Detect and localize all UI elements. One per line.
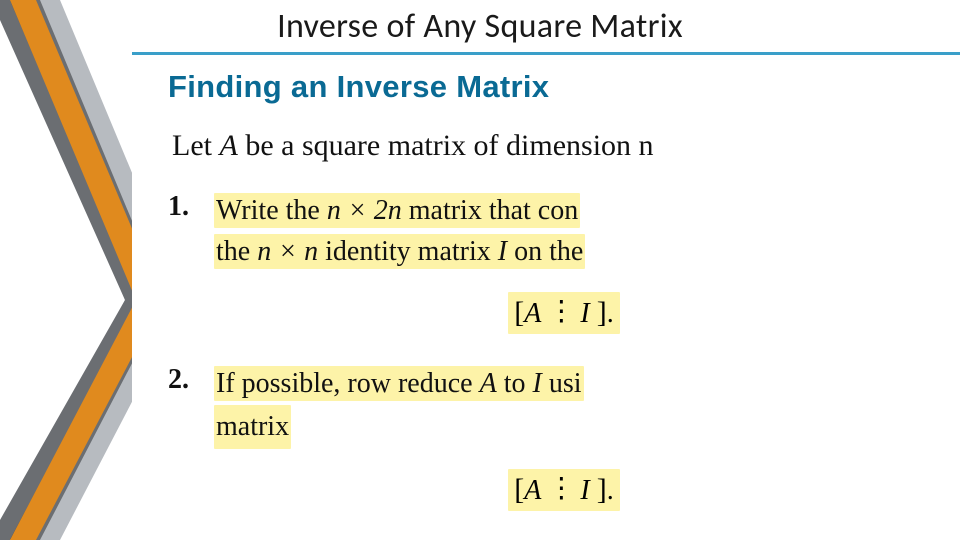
step-1: 1. Write the n × 2n matrix that con the … — [214, 191, 960, 334]
step-1-text: Write the n × 2n matrix that con the n ×… — [214, 191, 960, 272]
step-1-line1: Write the n × 2n matrix that con — [214, 193, 580, 228]
step-2-equation: [A⋮I ]. — [168, 469, 960, 511]
step-1-number: 1. — [168, 191, 189, 223]
lead-prefix: Let — [172, 129, 219, 162]
slide: Inverse of Any Square Matrix Finding an … — [0, 0, 960, 540]
step-2-line2: matrix — [214, 405, 291, 450]
lead-sentence: Let A be a square matrix of dimension n — [172, 129, 960, 163]
step-1-equation: [A⋮I ]. — [168, 292, 960, 334]
steps-list: 1. Write the n × 2n matrix that con the … — [214, 191, 960, 511]
step-2-number: 2. — [168, 364, 189, 396]
step-2: 2. If possible, row reduce A to I usi ma… — [214, 364, 960, 511]
lead-var-A: A — [219, 129, 237, 162]
page-title: Inverse of Any Square Matrix — [0, 6, 960, 47]
step-2-line1: If possible, row reduce A to I usi — [214, 366, 584, 401]
step-2-text: If possible, row reduce A to I usi matri… — [214, 364, 960, 449]
section-title: Finding an Inverse Matrix — [168, 69, 960, 105]
lead-suffix: be a square matrix of dimension n — [238, 129, 654, 162]
step-1-line2: the n × n identity matrix I on the — [214, 234, 585, 269]
content-panel: Finding an Inverse Matrix Let A be a squ… — [132, 52, 960, 540]
